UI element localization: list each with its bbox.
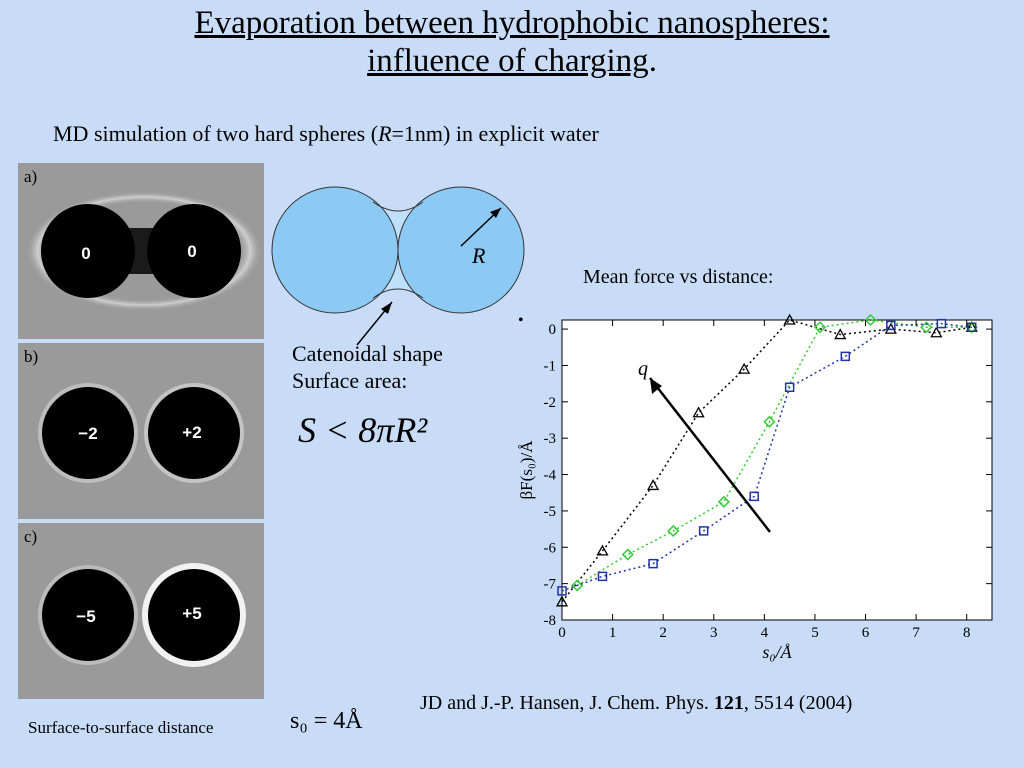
panel-b-right-charge: +2 xyxy=(182,423,201,442)
triangle-point xyxy=(596,544,609,556)
surface-distance-label: Surface-to-surface distance xyxy=(28,718,214,737)
radius-label: R xyxy=(471,243,486,268)
s0-formula: s₀ = 4Å xyxy=(290,708,363,734)
x-tick-label: 5 xyxy=(811,625,819,641)
title-line-1: Evaporation between hydrophobic nanosphe… xyxy=(194,5,830,41)
slide-title: Evaporation between hydrophobic nanosphe… xyxy=(0,4,1024,80)
diamond-point xyxy=(864,313,877,327)
square-point xyxy=(557,586,567,596)
mean-force-title: Mean force vs distance: xyxy=(583,266,774,288)
panel-a-left-charge: 0 xyxy=(81,244,90,263)
plot-area xyxy=(561,319,993,621)
title-period: . xyxy=(648,43,657,79)
square-point xyxy=(597,571,608,582)
y-tick-label: 0 xyxy=(549,322,557,338)
right-sphere xyxy=(397,186,525,314)
diamond-point xyxy=(571,579,584,592)
square-point xyxy=(749,491,759,502)
catenoid-line-2: Surface area: xyxy=(292,368,408,393)
subtitle-var: R xyxy=(378,121,392,146)
panel-b: b) −2 +2 xyxy=(18,343,264,519)
subtitle-prefix: MD simulation of two hard spheres ( xyxy=(53,121,379,146)
square-point xyxy=(840,351,851,362)
diamond-point xyxy=(920,321,933,334)
title-line-2: influence of charging xyxy=(367,43,649,79)
triangle-point xyxy=(783,313,796,325)
series-line-triangle xyxy=(561,319,972,603)
x-tick-label: 4 xyxy=(761,625,769,641)
square-point xyxy=(698,526,709,536)
x-axis-label: s₀/Å xyxy=(762,642,792,662)
x-tick-label: 7 xyxy=(912,625,920,641)
y-tick-label: -5 xyxy=(544,504,557,520)
surface-area-formula: S < 8πR² xyxy=(298,410,428,450)
catenoid-diagram: R xyxy=(271,186,525,346)
citation-prefix: JD and J.-P. Hansen, J. Chem. Phys. xyxy=(420,692,714,714)
y-tick-label: -3 xyxy=(544,431,557,447)
x-tick-label: 1 xyxy=(609,625,617,641)
catenoid-line-1: Catenoidal shape xyxy=(292,341,443,366)
x-tick-label: 8 xyxy=(963,625,971,641)
x-tick-label: 0 xyxy=(558,625,566,641)
x-tick-label: 6 xyxy=(862,625,870,641)
square-point xyxy=(936,318,947,329)
y-tick-label: -4 xyxy=(544,468,557,484)
square-point xyxy=(648,558,658,569)
square-point xyxy=(784,382,795,393)
x-tick-label: 3 xyxy=(710,625,718,641)
charge-arrowhead xyxy=(650,378,662,394)
y-tick-label: -1 xyxy=(544,358,557,374)
x-tick-label: 2 xyxy=(659,625,667,641)
panel-a-label: a) xyxy=(24,167,38,186)
panel-b-left-charge: −2 xyxy=(78,424,97,443)
y-axis-label: βF(s₀)/Å xyxy=(517,440,536,500)
charge-arrow-label: q xyxy=(638,358,648,380)
panel-a-right-charge: 0 xyxy=(187,242,196,261)
diamond-point xyxy=(717,495,730,508)
subtitle: MD simulation of two hard spheres (R=1nm… xyxy=(53,121,599,147)
catenoid-caption: Catenoidal shape Surface area: xyxy=(292,340,443,394)
y-tick-label: -7 xyxy=(544,577,557,593)
chart-bullet: • xyxy=(518,312,524,329)
citation-suffix: , 5514 (2004) xyxy=(743,692,853,714)
charge-arrow xyxy=(649,377,771,533)
panel-a: a) 0 0 xyxy=(18,163,264,339)
square-point xyxy=(886,320,896,331)
y-tick-label: -8 xyxy=(544,613,557,629)
diamond-point xyxy=(621,548,634,561)
citation: JD and J.-P. Hansen, J. Chem. Phys. 121,… xyxy=(420,692,852,715)
radius-arrowhead xyxy=(490,208,501,218)
y-tick-label: -6 xyxy=(544,540,557,556)
subtitle-suffix: =1nm) in explicit water xyxy=(391,121,599,146)
diamond-point xyxy=(813,321,827,334)
triangle-point xyxy=(738,362,751,374)
catenoid-pointer-head xyxy=(381,302,392,314)
y-tick-label: -2 xyxy=(544,395,557,411)
panel-c: c) −5 +5 xyxy=(18,523,264,699)
diamond-point xyxy=(763,415,776,428)
triangle-point xyxy=(646,479,660,491)
triangle-point xyxy=(930,326,943,338)
square-point xyxy=(967,322,977,333)
panel-c-right-charge: +5 xyxy=(182,604,201,623)
diamond-point xyxy=(667,524,680,537)
triangle-point xyxy=(834,328,847,340)
triangle-point xyxy=(555,595,569,607)
panel-c-left-charge: −5 xyxy=(76,607,95,626)
panel-c-label: c) xyxy=(24,527,38,546)
mean-force-chart: • 0 1 2 3 4 5 6 7 8 0 -1 -2 -3 -4 -5 -6 -7 -8 s₀/Å βF(s₀)… xyxy=(517,312,993,662)
panel-b-label: b) xyxy=(24,347,39,366)
citation-volume: 121 xyxy=(713,692,744,714)
triangle-point xyxy=(884,322,897,334)
triangle-point xyxy=(692,406,705,418)
